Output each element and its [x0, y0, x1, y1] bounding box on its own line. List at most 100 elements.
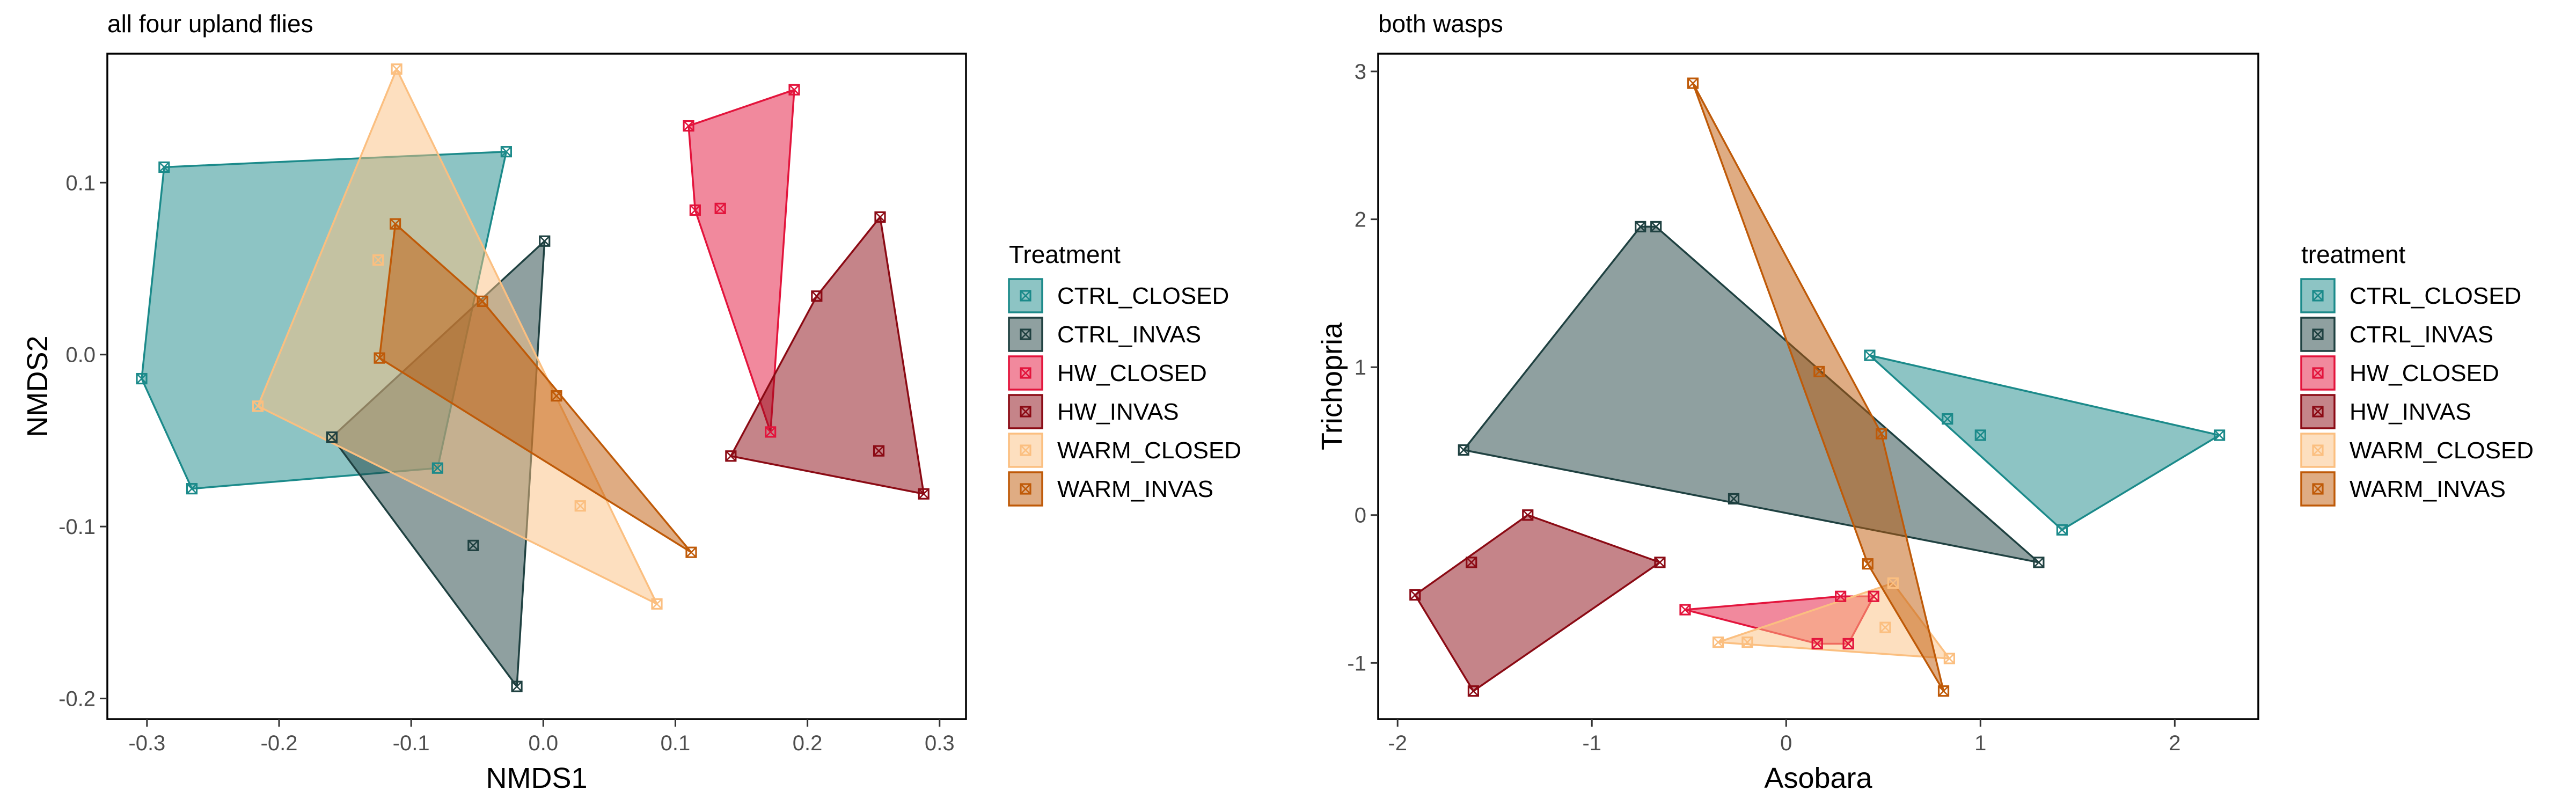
point-ctrl-closed-3 [2056, 524, 2068, 536]
legend-key-marker [2312, 328, 2324, 340]
hull-ctrl-closed [1869, 354, 2221, 531]
legend-item-warm-invas: WARM_INVAS [2300, 471, 2506, 507]
legend-key-marker [1020, 328, 1031, 340]
legend-label: CTRL_CLOSED [1057, 283, 1229, 309]
y-tick-label: 3 [1355, 60, 1366, 84]
legend-item-ctrl-invas: CTRL_INVAS [1008, 317, 1201, 352]
point-hw-invas-5 [873, 445, 885, 457]
point-hw-closed-2 [1835, 590, 1847, 602]
x-tick-label: 0.3 [925, 731, 955, 755]
point-ctrl-closed-3 [500, 146, 512, 158]
legend-key [2300, 278, 2336, 313]
y-axis-label: NMDS2 [21, 335, 54, 437]
point-ctrl-closed-2 [158, 161, 170, 173]
legend-item-ctrl-closed: CTRL_CLOSED [1008, 278, 1229, 313]
legend-key-marker [2312, 444, 2324, 456]
point-hw-closed-2 [788, 84, 800, 96]
point-warm-closed-1 [1887, 577, 1899, 589]
legend-key-marker [2312, 406, 2324, 418]
point-hw-closed-4 [1811, 638, 1823, 650]
point-hw-closed-5 [1842, 638, 1854, 650]
point-warm-closed-5 [574, 500, 586, 512]
x-tick-label: 1 [1974, 731, 1986, 755]
point-warm-closed-1 [391, 63, 402, 75]
point-hw-closed-1 [683, 120, 694, 132]
legend-label: HW_CLOSED [2350, 360, 2499, 386]
legend-label: WARM_INVAS [1057, 476, 1213, 502]
legend-item-hw-closed: HW_CLOSED [1008, 355, 1207, 391]
legend-key [2300, 394, 2336, 429]
legend-label: HW_INVAS [2350, 399, 2471, 425]
x-axis-label: NMDS1 [486, 762, 587, 794]
point-hw-invas-5 [1466, 557, 1477, 568]
point-warm-closed-5 [1879, 621, 1891, 633]
point-warm-invas-4 [551, 390, 562, 402]
legend-item-ctrl-invas: CTRL_INVAS [2300, 317, 2493, 352]
y-tick-label: 0.1 [65, 171, 96, 195]
y-tick-label: -0.1 [58, 515, 96, 539]
point-ctrl-invas-4 [1458, 444, 1469, 456]
point-hw-closed-4 [689, 204, 701, 216]
x-tick-label: 0 [1780, 731, 1792, 755]
legend-key-marker [1020, 290, 1031, 302]
point-ctrl-closed-4 [1942, 413, 1953, 425]
y-tick-label: 2 [1355, 208, 1366, 232]
legend-key-marker [1020, 367, 1031, 379]
legend-label: WARM_CLOSED [2350, 437, 2534, 464]
point-warm-closed-3 [252, 400, 264, 412]
legend-title: Treatment [1009, 240, 1121, 268]
point-ctrl-invas-4 [467, 539, 479, 551]
legend-key-marker [1020, 483, 1031, 495]
legend: treatment CTRL_CLOSED CTRL_INVAS HW_CLOSED H… [2300, 240, 2534, 507]
point-warm-invas-5 [1813, 365, 1825, 378]
point-hw-closed-1 [1679, 604, 1691, 616]
point-ctrl-invas-1 [1635, 221, 1646, 232]
chart-panel-1: all four upland flies -0.3 -0.2 -0.1 0.0 0.1 0… [21, 10, 1241, 794]
y-axis-label: Trichopria [1316, 322, 1348, 450]
x-tick-label: -2 [1388, 731, 1407, 755]
point-warm-closed-3 [1712, 636, 1724, 648]
x-tick-label: -0.2 [261, 731, 298, 755]
legend-item-hw-invas: HW_INVAS [2300, 394, 2471, 429]
point-hw-invas-1 [874, 211, 886, 223]
point-warm-invas-2 [1937, 685, 1950, 697]
legend-key-marker [1020, 406, 1031, 418]
legend-item-hw-closed: HW_CLOSED [2300, 355, 2499, 391]
point-ctrl-closed-2 [2213, 429, 2226, 441]
legend-label: WARM_CLOSED [1057, 437, 1241, 464]
legend-item-warm-invas: WARM_INVAS [1008, 471, 1213, 507]
point-hw-invas-2 [918, 488, 930, 500]
y-tick-label: 0.0 [65, 343, 96, 367]
y-tick-label: -0.2 [58, 687, 96, 711]
point-ctrl-invas-3 [2033, 557, 2045, 568]
point-hw-closed-5 [714, 202, 726, 214]
point-warm-invas-3 [374, 352, 385, 364]
x-tick-label: -0.3 [128, 731, 165, 755]
legend-item-warm-closed: WARM_CLOSED [2300, 433, 2534, 468]
point-warm-closed-2 [651, 598, 663, 610]
legend-title: treatment [2301, 240, 2406, 268]
x-tick-label: 0.2 [793, 731, 823, 755]
point-hw-invas-1 [1522, 509, 1534, 521]
point-hw-invas-4 [811, 290, 823, 302]
point-warm-invas-5 [477, 295, 488, 307]
legend-key-marker [2312, 290, 2324, 302]
point-hw-invas-4 [1409, 589, 1421, 601]
point-hw-closed-3 [1868, 590, 1879, 602]
x-axis-label: Asobara [1764, 762, 1872, 794]
point-hw-invas-3 [1467, 685, 1479, 697]
chart-panel-2: both wasps -2 -1 0 1 2 -1 0 1 2 3 Asobara Trichopria… [1316, 10, 2534, 794]
y-tick-label: 1 [1355, 356, 1366, 379]
plot-border [1377, 53, 2259, 720]
point-ctrl-invas-1 [539, 235, 551, 247]
point-ctrl-invas-5 [1728, 493, 1740, 505]
point-hw-invas-2 [1654, 557, 1666, 568]
x-tick-label: 0.0 [529, 731, 559, 755]
legend-label: CTRL_INVAS [1057, 321, 1201, 348]
point-ctrl-closed-5 [1974, 429, 1986, 441]
legend-label: CTRL_CLOSED [2350, 283, 2521, 309]
point-ctrl-invas-2 [511, 680, 523, 692]
point-warm-invas-3 [1862, 558, 1874, 570]
y-tick-label: 0 [1355, 504, 1366, 528]
x-tick-label: 0.1 [661, 731, 691, 755]
